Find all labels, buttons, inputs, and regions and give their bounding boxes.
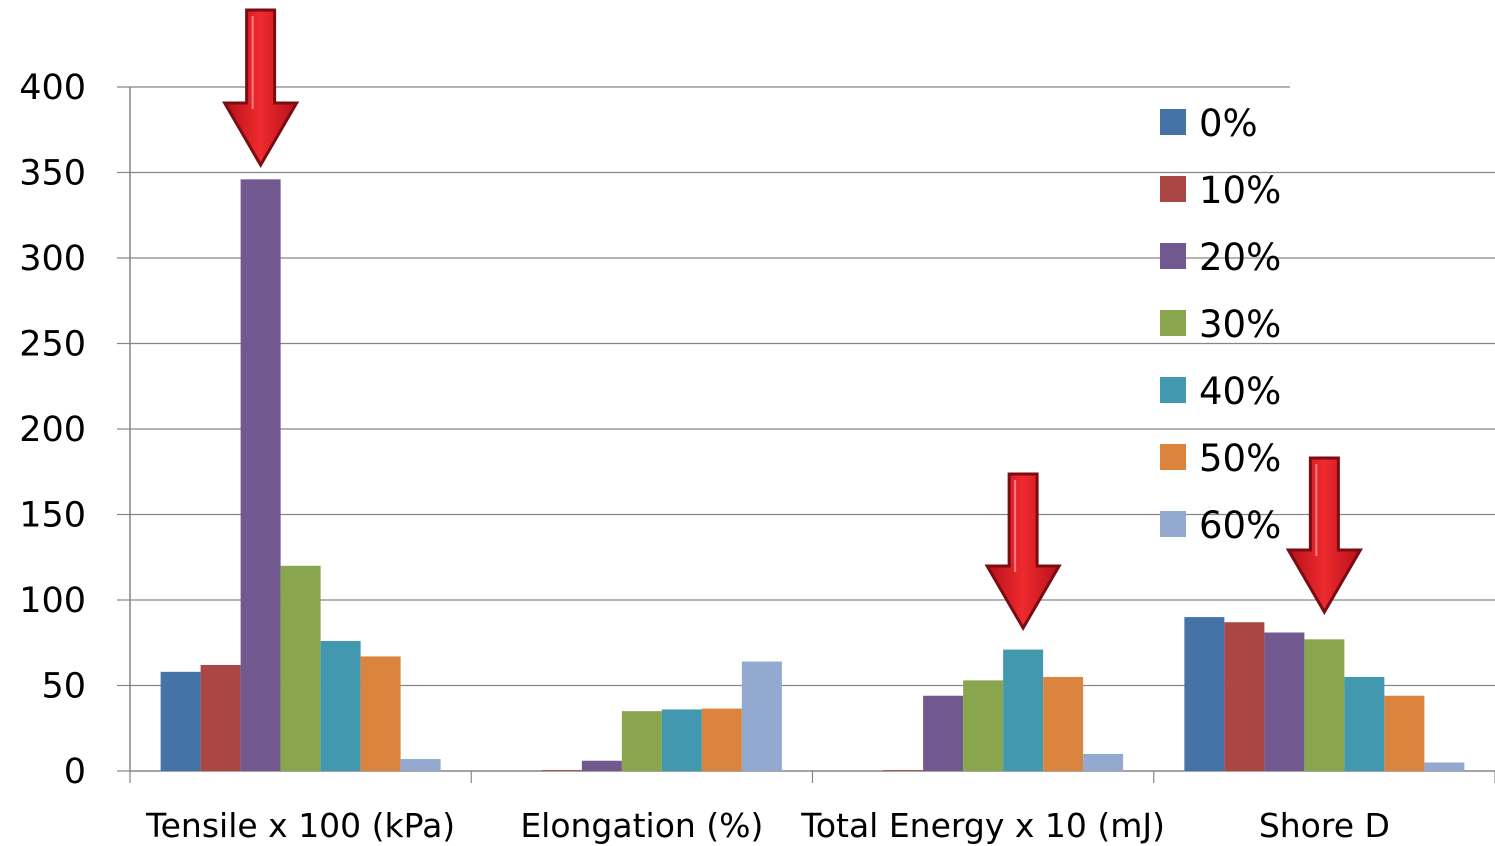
red-down-arrow: [1285, 456, 1363, 615]
bar: [400, 759, 441, 771]
legend-swatch: [1160, 444, 1186, 470]
legend-swatch: [1160, 377, 1186, 403]
y-tick-label: 350: [19, 154, 86, 194]
bar: [541, 770, 582, 771]
bar: [883, 770, 924, 771]
bar: [1083, 753, 1124, 771]
bar: [1224, 622, 1265, 771]
y-tick-label: 200: [19, 410, 86, 450]
gridlines: [130, 86, 1495, 687]
bar: [963, 680, 1004, 771]
y-tick-label: 400: [19, 68, 86, 108]
x-tick-label: Shore D: [1259, 806, 1390, 845]
legend-label: 10%: [1199, 169, 1281, 212]
bars: [160, 179, 1465, 772]
red-down-arrow: [984, 472, 1062, 631]
y-tick-label: 0: [64, 752, 86, 792]
bar: [581, 760, 622, 771]
legend-swatch: [1160, 109, 1186, 135]
bar: [320, 641, 361, 771]
y-tick-label: 50: [41, 667, 86, 707]
y-tick-label: 250: [19, 325, 86, 365]
bar: [1043, 676, 1084, 771]
bar: [1384, 695, 1425, 771]
bar: [160, 671, 201, 771]
y-tick-label: 150: [19, 496, 86, 536]
bar: [1264, 632, 1305, 771]
bar: [360, 656, 401, 771]
bar: [741, 661, 782, 771]
annotation-arrows: [222, 8, 1363, 631]
bar: [280, 565, 321, 771]
x-tick-label: Total Energy x 10 (mJ): [800, 806, 1165, 845]
y-tick-label: 100: [19, 581, 86, 621]
legend-swatch: [1160, 176, 1186, 202]
axes: 0 50 100 150 200 250 300 350 400 Tensile x 100 (k…: [19, 68, 1495, 845]
x-tick-label: Elongation (%): [520, 806, 763, 845]
bar: [701, 708, 742, 771]
bar: [1184, 617, 1225, 771]
legend-label: 60%: [1199, 504, 1281, 547]
y-tick-label: 300: [19, 239, 86, 279]
red-down-arrow: [222, 8, 300, 168]
legend-label: 50%: [1199, 437, 1281, 480]
legend-label: 40%: [1199, 370, 1281, 413]
legend: 0% 10% 20% 30% 40% 50% 60%: [1160, 102, 1281, 547]
bar: [1424, 762, 1465, 771]
bar: [1344, 676, 1385, 771]
bar: [200, 664, 241, 771]
legend-swatch: [1160, 243, 1186, 269]
bar: [1003, 649, 1044, 771]
legend-label: 0%: [1199, 102, 1258, 145]
legend-swatch: [1160, 511, 1186, 537]
legend-swatch: [1160, 310, 1186, 336]
legend-label: 30%: [1199, 303, 1281, 346]
bar: [661, 709, 702, 771]
bar: [923, 695, 964, 771]
bar: [1304, 639, 1345, 771]
x-tick-label: Tensile x 100 (kPa): [145, 806, 455, 845]
bar: [621, 711, 662, 771]
legend-label: 20%: [1199, 236, 1281, 279]
bar: [240, 179, 281, 772]
